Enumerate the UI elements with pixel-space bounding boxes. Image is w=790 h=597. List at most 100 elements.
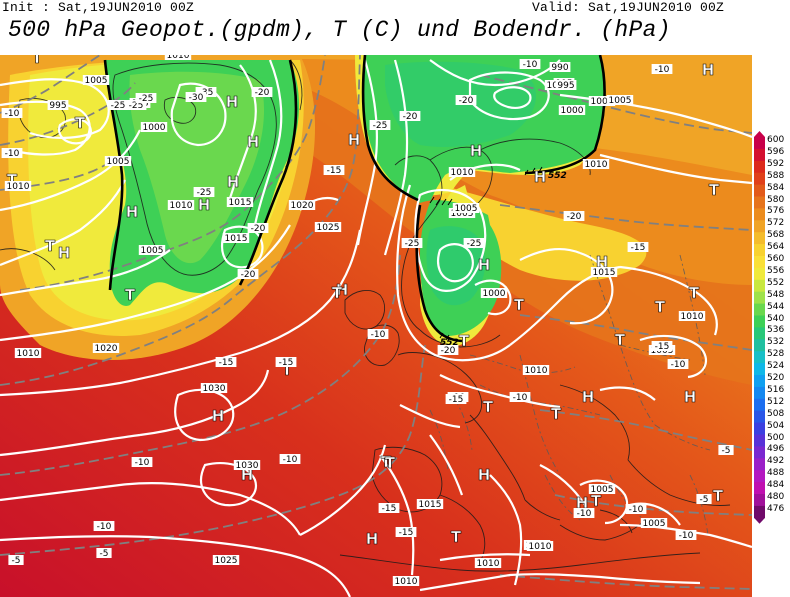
colorbar-swatch	[754, 291, 765, 304]
colorbar-tick-label: 496	[767, 444, 785, 455]
temperature-label: -30	[185, 92, 207, 103]
isobar-label: 1000	[140, 122, 168, 133]
temperature-label: -10	[573, 508, 595, 519]
svg-text:1005: 1005	[451, 209, 474, 219]
high-pressure-label: H	[478, 256, 491, 274]
svg-text:-15: -15	[631, 243, 646, 253]
colorbar-tick-label: 528	[767, 349, 785, 360]
isobar-label: 1005	[640, 518, 668, 529]
temperature-label: -10	[651, 64, 673, 75]
low-pressure-label: T	[713, 487, 724, 505]
colorbar-swatch	[754, 422, 765, 435]
high-pressure-label: H	[684, 388, 697, 406]
temperature-label: -15	[395, 527, 417, 538]
svg-text:1010: 1010	[451, 168, 474, 178]
temperature-label: -25	[135, 93, 157, 104]
svg-text:-10: -10	[135, 458, 150, 468]
colorbar-tick-label: 500	[767, 432, 785, 443]
colorbar-swatch	[754, 184, 765, 197]
colorbar-tick-label: 548	[767, 289, 785, 300]
isobar-label: 1010	[522, 365, 550, 376]
svg-text:990: 990	[551, 63, 568, 73]
low-pressure-label: T	[655, 298, 666, 316]
high-pressure-label: H	[470, 142, 483, 160]
isobar-label: 1010	[14, 348, 42, 359]
isobar-label: 1010	[474, 558, 502, 569]
isobar-label: 1010	[678, 311, 706, 322]
colorbar-tick-label: 516	[767, 384, 785, 395]
colorbar-swatch	[754, 256, 765, 269]
temperature-label: -20	[251, 87, 273, 98]
temperature-label: -5	[8, 555, 24, 566]
low-pressure-label: T	[483, 398, 494, 416]
svg-text:-10: -10	[577, 509, 592, 519]
colorbar-tick-label: 556	[767, 265, 785, 276]
isobar-label: 1005	[138, 245, 166, 256]
svg-text:-30: -30	[189, 93, 204, 103]
svg-text:-20: -20	[241, 270, 256, 280]
svg-text:1010: 1010	[17, 349, 40, 359]
isobar-label: 1010	[167, 200, 195, 211]
svg-text:-15: -15	[327, 166, 342, 176]
surface-isobars	[0, 59, 752, 597]
svg-text:-5: -5	[700, 495, 709, 505]
isobar-label: 990	[549, 62, 571, 73]
svg-text:1005: 1005	[591, 485, 614, 495]
svg-text:1010: 1010	[525, 366, 548, 376]
svg-text:-10: -10	[97, 522, 112, 532]
colorbar-swatches	[754, 131, 765, 524]
low-pressure-label: T	[32, 55, 43, 67]
svg-text:1010: 1010	[395, 577, 418, 587]
high-pressure-label: H	[702, 61, 715, 79]
temperature-label: -10	[625, 504, 647, 515]
high-pressure-label: H	[534, 168, 547, 186]
colorbar-tick-label: 540	[767, 313, 785, 324]
svg-text:-10: -10	[655, 65, 670, 75]
colorbar-tick-label: 580	[767, 194, 785, 205]
temperature-label: -25	[463, 238, 485, 249]
colorbar-swatch	[754, 458, 765, 471]
high-pressure-label: H	[198, 196, 211, 214]
svg-text:-10: -10	[283, 455, 298, 465]
colorbar-swatch	[754, 434, 765, 447]
geopotential-552-contour	[103, 55, 606, 343]
colorbar-swatch	[754, 505, 765, 519]
high-pressure-label: H	[596, 253, 609, 271]
svg-text:1025: 1025	[215, 556, 238, 566]
isobar-label: 1030	[200, 383, 228, 394]
high-pressure-label: H	[478, 466, 491, 484]
svg-text:-25: -25	[405, 239, 420, 249]
isobar-label: 1010	[582, 159, 610, 170]
colorbar-tick-label: 576	[767, 206, 785, 217]
colorbar-tick-label: 600	[767, 135, 785, 145]
colorbar-tick-label: 504	[767, 420, 785, 431]
temperature-label: -5	[696, 494, 712, 505]
colorbar-top-arrow	[754, 131, 765, 137]
colorbar-swatch	[754, 244, 765, 257]
colorbar-swatch	[754, 375, 765, 388]
svg-text:-15: -15	[279, 358, 294, 368]
colorbar-tick-label: 520	[767, 373, 785, 383]
colorbar-swatch	[754, 148, 765, 162]
isobar-label: 995	[47, 100, 69, 111]
svg-text:1010: 1010	[170, 201, 193, 211]
colorbar-swatch	[754, 363, 765, 376]
isobar-label: 1030	[233, 460, 261, 471]
svg-text:995: 995	[49, 101, 66, 111]
svg-text:-5: -5	[722, 446, 731, 456]
green-core-greenland	[129, 71, 265, 264]
svg-text:1005: 1005	[141, 246, 164, 256]
colorbar-tick-label: 484	[767, 480, 785, 491]
colorbar: 600 596 592 588 584 580 576 572 568 564 560 556 552 5…	[754, 131, 790, 524]
temperature-label: -15	[323, 165, 345, 176]
svg-text:-15: -15	[399, 528, 414, 538]
temperature-label: -25	[193, 187, 215, 198]
temperature-label: -15	[275, 357, 297, 368]
isobar-label: 1010	[448, 167, 476, 178]
high-pressure-label: H	[247, 133, 260, 151]
svg-text:-20: -20	[459, 96, 474, 106]
svg-text:1030: 1030	[236, 461, 259, 471]
svg-text:-10: -10	[679, 531, 694, 541]
low-pressure-label: T	[45, 237, 56, 255]
temperature-label: -10	[367, 329, 389, 340]
